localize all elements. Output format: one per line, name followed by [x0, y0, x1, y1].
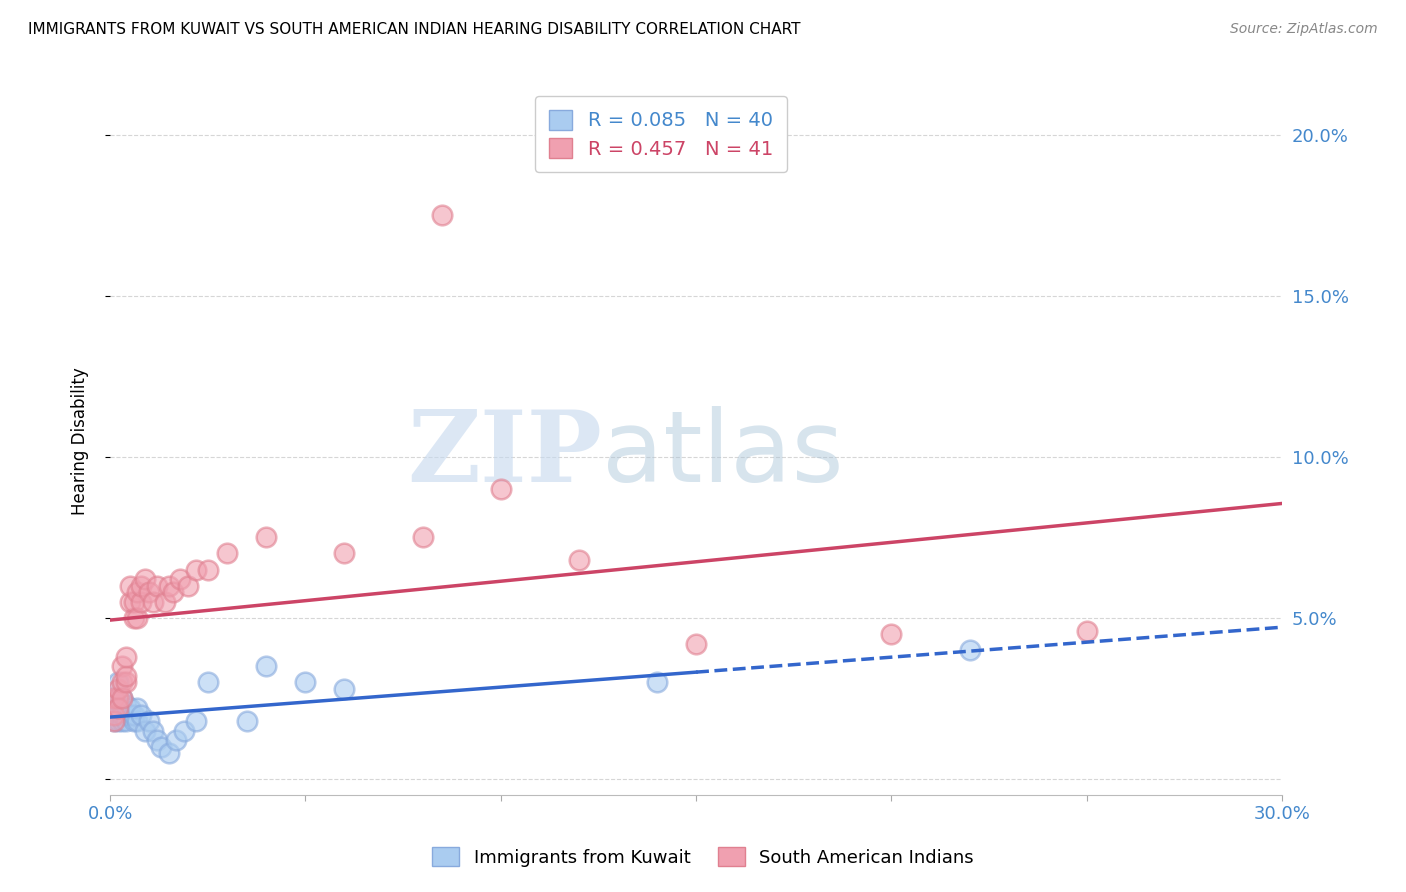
Point [107, 701, 129, 715]
Point [645, 675, 668, 690]
Point [138, 714, 160, 728]
Point [333, 546, 356, 560]
Point [107, 701, 129, 715]
Point [149, 739, 172, 754]
Point [294, 675, 316, 690]
Point [111, 707, 134, 722]
Point [197, 563, 219, 577]
Point [430, 208, 453, 222]
Point [103, 698, 125, 712]
Text: atlas: atlas [602, 407, 844, 503]
Point [114, 669, 136, 683]
Point [107, 681, 129, 696]
Point [107, 707, 129, 722]
Point [118, 579, 141, 593]
Point [127, 714, 149, 728]
Point [111, 714, 134, 728]
Point [685, 637, 707, 651]
Point [157, 746, 180, 760]
Point [157, 579, 180, 593]
Point [107, 714, 129, 728]
Text: ZIP: ZIP [408, 407, 602, 503]
Point [489, 482, 512, 496]
Point [122, 714, 145, 728]
Point [122, 611, 145, 625]
Point [184, 563, 207, 577]
Point [103, 691, 125, 706]
Point [184, 714, 207, 728]
Point [111, 659, 134, 673]
Point [111, 675, 134, 690]
Legend: R = 0.085   N = 40, R = 0.457   N = 41: R = 0.085 N = 40, R = 0.457 N = 41 [536, 96, 786, 172]
Point [118, 707, 141, 722]
Point [114, 649, 136, 664]
Point [146, 733, 169, 747]
Point [1076, 624, 1098, 638]
Point [412, 530, 434, 544]
Point [131, 579, 153, 593]
Point [217, 546, 239, 560]
Point [236, 714, 259, 728]
Legend: Immigrants from Kuwait, South American Indians: Immigrants from Kuwait, South American I… [425, 840, 981, 874]
Point [162, 585, 184, 599]
Point [103, 707, 125, 722]
Point [127, 611, 149, 625]
Point [138, 585, 160, 599]
Point [114, 714, 136, 728]
Point [333, 681, 356, 696]
Y-axis label: Hearing Disability: Hearing Disability [72, 367, 89, 515]
Point [107, 691, 129, 706]
Point [111, 691, 134, 706]
Point [122, 707, 145, 722]
Point [153, 595, 176, 609]
Point [880, 627, 903, 641]
Point [122, 595, 145, 609]
Text: IMMIGRANTS FROM KUWAIT VS SOUTH AMERICAN INDIAN HEARING DISABILITY CORRELATION C: IMMIGRANTS FROM KUWAIT VS SOUTH AMERICAN… [28, 22, 800, 37]
Point [127, 585, 149, 599]
Point [142, 723, 165, 738]
Point [103, 707, 125, 722]
Point [114, 698, 136, 712]
Point [254, 659, 277, 673]
Point [111, 701, 134, 715]
Point [107, 675, 129, 690]
Point [142, 595, 165, 609]
Point [173, 723, 195, 738]
Point [166, 733, 188, 747]
Point [146, 579, 169, 593]
Point [568, 553, 591, 567]
Point [103, 714, 125, 728]
Point [177, 579, 200, 593]
Point [114, 675, 136, 690]
Point [111, 691, 134, 706]
Point [197, 675, 219, 690]
Point [107, 691, 129, 706]
Point [959, 643, 981, 657]
Point [254, 530, 277, 544]
Point [131, 595, 153, 609]
Point [103, 714, 125, 728]
Point [169, 572, 191, 586]
Point [131, 707, 153, 722]
Point [111, 707, 134, 722]
Point [103, 691, 125, 706]
Point [118, 701, 141, 715]
Point [114, 707, 136, 722]
Point [134, 572, 156, 586]
Point [127, 701, 149, 715]
Point [134, 723, 156, 738]
Point [118, 595, 141, 609]
Text: Source: ZipAtlas.com: Source: ZipAtlas.com [1230, 22, 1378, 37]
